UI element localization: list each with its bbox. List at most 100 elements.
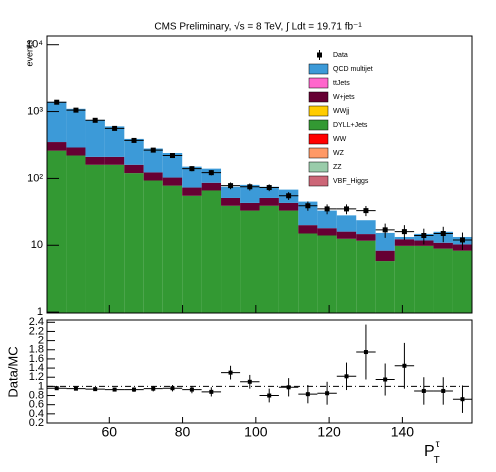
x-axis-label-sub: T xyxy=(434,455,440,466)
stack-bar xyxy=(201,182,222,191)
stack-bar xyxy=(104,164,125,313)
plot-frame xyxy=(46,35,473,314)
data-point xyxy=(459,237,465,243)
data-point xyxy=(189,166,195,172)
ratio-y-tick-label: 1.8 xyxy=(29,344,44,356)
legend-swatch xyxy=(308,63,329,75)
data-point xyxy=(382,227,388,233)
data-point xyxy=(305,203,311,209)
stack-bar xyxy=(240,210,260,313)
data-point xyxy=(363,208,369,214)
stack-bar xyxy=(278,210,299,313)
stack-bar xyxy=(298,225,318,234)
stack-bar xyxy=(182,166,202,188)
legend-label: Data xyxy=(333,52,348,59)
stack-bar xyxy=(182,195,202,313)
x-axis-label-sup: τ xyxy=(436,439,440,450)
stack-bar xyxy=(47,142,67,151)
y-tick-label: 10³ xyxy=(27,105,43,117)
legend-label: W+jets xyxy=(333,94,355,101)
x-axis-label-base: P xyxy=(424,443,435,460)
stack-bar xyxy=(336,231,357,239)
data-point xyxy=(286,193,292,199)
ratio-y-tick-label: 0.6 xyxy=(29,399,44,411)
legend-swatch xyxy=(308,105,329,117)
ratio-point xyxy=(209,389,214,394)
legend-label: ttJets xyxy=(333,80,350,87)
data-point xyxy=(150,147,156,153)
chart-title: CMS Preliminary, √s = 8 TeV, ∫ Ldt = 19.… xyxy=(154,21,362,33)
stack-bar xyxy=(375,250,395,262)
stack-bar xyxy=(221,205,241,313)
legend-label: WZ xyxy=(333,150,345,157)
ratio-point xyxy=(441,388,446,393)
data-point xyxy=(401,229,407,235)
stack-bar xyxy=(66,147,86,156)
data-point xyxy=(73,107,79,113)
stack-bar xyxy=(317,228,337,236)
data-point xyxy=(54,99,60,105)
stack-bar xyxy=(143,180,163,313)
stack-bar xyxy=(356,220,376,235)
stack-bar xyxy=(317,235,337,313)
ratio-y-tick-label: 1.2 xyxy=(29,371,44,383)
stack-bar xyxy=(104,156,125,165)
stack-bar xyxy=(298,201,318,226)
ratio-point xyxy=(151,386,156,391)
stack-bar xyxy=(66,155,86,313)
ratio-y-tick-label: 1.4 xyxy=(29,362,44,374)
data-point xyxy=(421,232,427,238)
stack-bar xyxy=(182,187,202,196)
ratio-y-tick-label: 1 xyxy=(38,380,44,392)
stack-bar xyxy=(240,202,260,211)
stack-bar xyxy=(394,239,415,246)
stack-bar xyxy=(162,177,183,186)
stack-bar xyxy=(356,240,376,313)
ratio-point xyxy=(93,387,98,392)
ratio-y-tick-label: 0.4 xyxy=(29,408,44,420)
data-point xyxy=(266,185,272,191)
ratio-y-tick-label: 2 xyxy=(38,335,44,347)
ratio-point xyxy=(344,374,349,379)
stack-bar xyxy=(124,164,144,174)
stack-bar xyxy=(278,202,299,211)
legend-swatch xyxy=(308,147,329,159)
stack-bar xyxy=(47,150,67,313)
stack-bar xyxy=(143,172,163,181)
ratio-y-axis-label: Data/MC xyxy=(5,346,20,397)
legend-swatch xyxy=(308,119,329,131)
stack-bar xyxy=(221,186,241,198)
stack-bar xyxy=(414,245,434,313)
stack-bar xyxy=(85,119,105,157)
stack-bar xyxy=(259,186,279,198)
stack-bar xyxy=(124,173,144,313)
stack-bar xyxy=(66,108,86,148)
ratio-y-tick-label: 2.2 xyxy=(29,325,44,337)
stack-bar xyxy=(259,205,279,313)
stack-bar xyxy=(452,250,472,313)
ratio-point xyxy=(402,363,407,368)
data-point xyxy=(324,206,330,212)
ratio-point xyxy=(421,388,426,393)
stack-bar xyxy=(394,245,415,313)
y-tick-label: 10² xyxy=(27,172,43,184)
data-point xyxy=(112,125,118,131)
stack-bar xyxy=(85,156,105,165)
stack-bar xyxy=(162,152,183,178)
legend-label: ZZ xyxy=(333,164,342,171)
x-tick-label: 80 xyxy=(175,424,191,440)
stack-bar xyxy=(298,233,318,313)
x-tick-label: 140 xyxy=(391,424,415,440)
stack-bar xyxy=(317,210,337,229)
ratio-point xyxy=(460,397,465,402)
stack-bar xyxy=(375,261,395,313)
data-point xyxy=(131,137,137,143)
y-tick-label: 1 xyxy=(37,306,43,318)
data-point xyxy=(344,206,350,212)
stack-bar xyxy=(259,197,279,206)
ratio-point xyxy=(325,391,330,396)
legend-label: WWjj xyxy=(333,108,350,115)
legend-swatch xyxy=(308,77,329,89)
legend-label: WW xyxy=(333,136,347,143)
